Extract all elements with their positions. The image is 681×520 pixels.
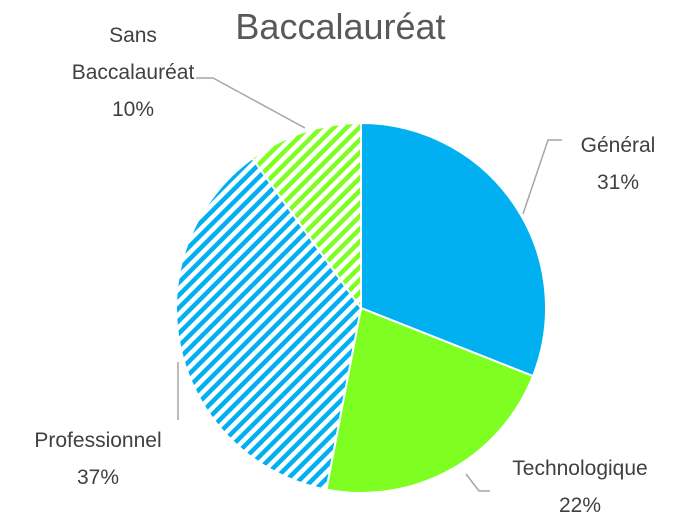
pie-slice (325, 306, 535, 494)
pie-slice (175, 156, 363, 491)
value-label: 37% (76, 466, 120, 489)
value-label: 22% (558, 494, 602, 517)
leader-line (522, 139, 562, 215)
pie-slice (250, 121, 362, 312)
data-label: Général 31% (538, 127, 681, 201)
category-label: Sans Baccalauréat (71, 24, 195, 84)
value-label: 10% (111, 98, 155, 121)
category-label: Technologique (512, 457, 648, 480)
leader-line (196, 77, 306, 129)
category-label: Professionnel (34, 429, 162, 452)
data-label: Sans Baccalauréat 10% (63, 17, 203, 128)
leader-line (465, 473, 490, 492)
data-label: Technologique 22% (480, 450, 680, 520)
chart-title: Baccalauréat (235, 6, 446, 47)
data-label: Professionnel 37% (3, 422, 193, 496)
pie-slice (360, 121, 547, 378)
value-label: 31% (596, 171, 640, 194)
category-label: Général (580, 134, 656, 157)
